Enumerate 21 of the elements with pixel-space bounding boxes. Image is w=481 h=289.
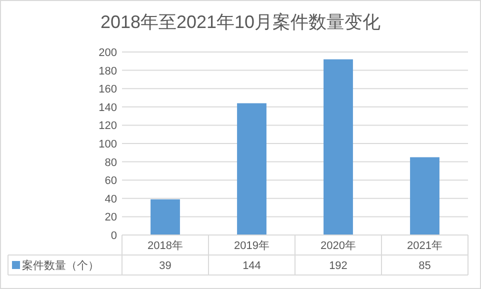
x-tick-label: 2021年	[407, 240, 442, 252]
y-tick-label: 160	[98, 84, 117, 96]
legend: 案件数量（个）	[22, 260, 99, 272]
y-tick-label: 0	[110, 230, 117, 242]
title: 2018年至2021年10月案件数量变化	[100, 12, 381, 32]
y-tick-label: 100	[98, 138, 117, 150]
y-tick-label: 40	[104, 193, 117, 206]
y-tick-label: 140	[98, 102, 117, 114]
data-label: 85	[418, 260, 431, 272]
y-tick-label: 120	[98, 120, 117, 132]
x-tick-label: 2018年	[148, 240, 183, 252]
data-label: 39	[159, 260, 172, 272]
y-tick-label: 60	[104, 175, 117, 188]
x-tick-label: 2019年	[234, 240, 270, 252]
x-tick-label: 2020年	[320, 240, 356, 252]
data-label: 192	[329, 260, 348, 272]
data-label: 144	[242, 260, 261, 272]
y-tick-label: 180	[98, 65, 117, 78]
y-tick-label: 200	[98, 47, 117, 59]
y-tick-label: 20	[104, 212, 117, 224]
y-tick-label: 80	[104, 156, 117, 169]
